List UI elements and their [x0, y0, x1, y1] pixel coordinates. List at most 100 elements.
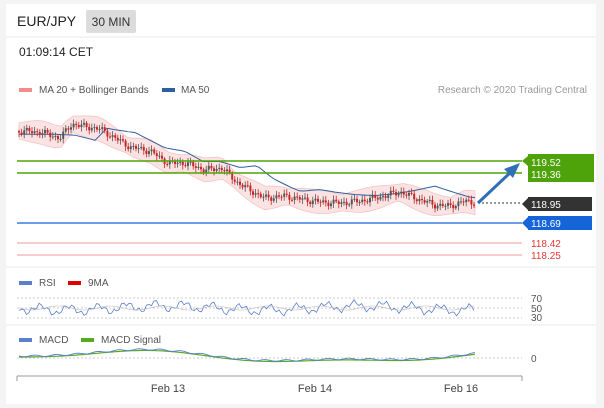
candle-body — [444, 205, 447, 207]
bands-legend-swatch — [19, 88, 32, 92]
candle-body — [408, 192, 410, 196]
candle-body — [127, 146, 130, 150]
candle-body — [166, 164, 169, 166]
candle-body — [98, 128, 101, 130]
candle-body — [285, 193, 288, 195]
candle-body — [400, 191, 403, 194]
candle-body — [353, 198, 356, 200]
candle-body — [233, 179, 236, 182]
rsi-ma-legend-label: 9MA — [88, 278, 109, 289]
candle-body — [395, 192, 397, 196]
candle-body — [405, 194, 408, 196]
candle-body — [64, 128, 67, 132]
macd-panel — [6, 326, 596, 404]
candle-body — [426, 201, 429, 203]
candle-body — [119, 139, 122, 141]
candle-body — [59, 138, 62, 140]
candle-body — [358, 201, 361, 203]
timeframe-badge[interactable] — [86, 10, 136, 33]
macd-line — [18, 348, 476, 362]
candle-body — [241, 184, 244, 188]
price-panel — [6, 38, 596, 266]
candle-body — [109, 136, 111, 138]
candle-body — [293, 196, 296, 201]
s1-label: 118.42 — [531, 239, 561, 250]
candle-body — [33, 131, 36, 134]
resistance-tag-pointer — [522, 156, 528, 166]
candle-body — [93, 127, 96, 129]
candle-body — [259, 193, 262, 198]
candle-body — [387, 195, 390, 198]
macd-legend-label: MACD — [39, 335, 68, 346]
candle-body — [366, 201, 369, 203]
candle-body — [454, 206, 457, 209]
candle-body — [249, 185, 252, 192]
candle-body — [257, 193, 260, 195]
ma50-legend-swatch — [162, 88, 175, 92]
candle-body — [288, 194, 291, 200]
candle-body — [319, 201, 322, 203]
candle-body — [192, 161, 195, 167]
candle-body — [348, 204, 351, 206]
candle-body — [246, 185, 249, 187]
candle-body — [280, 196, 283, 198]
candle-body — [187, 162, 189, 166]
candle-body — [77, 125, 80, 128]
candle-body — [379, 196, 382, 200]
candle-body — [80, 124, 83, 128]
candle-body — [389, 190, 392, 196]
candle-body — [236, 181, 239, 183]
candle-body — [116, 137, 119, 141]
candle-body — [142, 146, 145, 151]
candle-body — [296, 196, 299, 198]
candle-body — [210, 165, 213, 169]
candle-body — [447, 203, 449, 206]
macd-zero-label: 0 — [531, 354, 537, 365]
candle-body — [327, 202, 330, 206]
candle-body — [158, 155, 161, 157]
candle-body — [46, 130, 49, 133]
copyright-text: Research © 2020 Trading Central — [438, 85, 587, 96]
candle-body — [421, 198, 423, 201]
candle-body — [20, 132, 23, 135]
candle-body — [436, 205, 439, 209]
candle-body — [410, 192, 413, 194]
rsi-level-30: 30 — [531, 313, 543, 324]
macd-signal-legend-label: MACD Signal — [101, 335, 161, 346]
candle-body — [207, 165, 210, 170]
candle-body — [369, 197, 371, 203]
rsi-line — [18, 298, 475, 317]
candle-body — [179, 161, 182, 163]
candle-body — [350, 199, 353, 205]
candle-body — [44, 130, 46, 134]
candle-body — [38, 132, 41, 135]
candle-body — [96, 127, 98, 130]
candle-body — [200, 166, 202, 170]
resistance-tag — [528, 154, 594, 182]
candle-body — [205, 169, 208, 173]
candle-body — [363, 199, 366, 202]
candle-body — [317, 198, 319, 202]
candle-body — [72, 123, 75, 128]
candle-body — [54, 135, 57, 137]
candle-body — [194, 166, 197, 169]
candle-body — [106, 130, 109, 137]
candle-body — [111, 135, 114, 137]
candle-body — [36, 131, 39, 133]
candle-body — [244, 185, 247, 188]
candle-body — [122, 139, 124, 141]
candle-body — [85, 122, 88, 127]
candle-body — [460, 201, 462, 203]
candle-body — [70, 127, 72, 130]
candle-body — [345, 201, 348, 205]
pivot-tag — [528, 216, 592, 230]
candle-body — [25, 127, 28, 131]
candle-body — [176, 162, 179, 164]
forecast-arrow-icon — [504, 163, 520, 178]
candle-body — [431, 199, 434, 205]
candle-body — [340, 202, 343, 204]
candle-body — [470, 199, 473, 205]
symbol-title: EUR/JPY — [17, 13, 77, 29]
macd-legend-swatch — [19, 338, 32, 342]
